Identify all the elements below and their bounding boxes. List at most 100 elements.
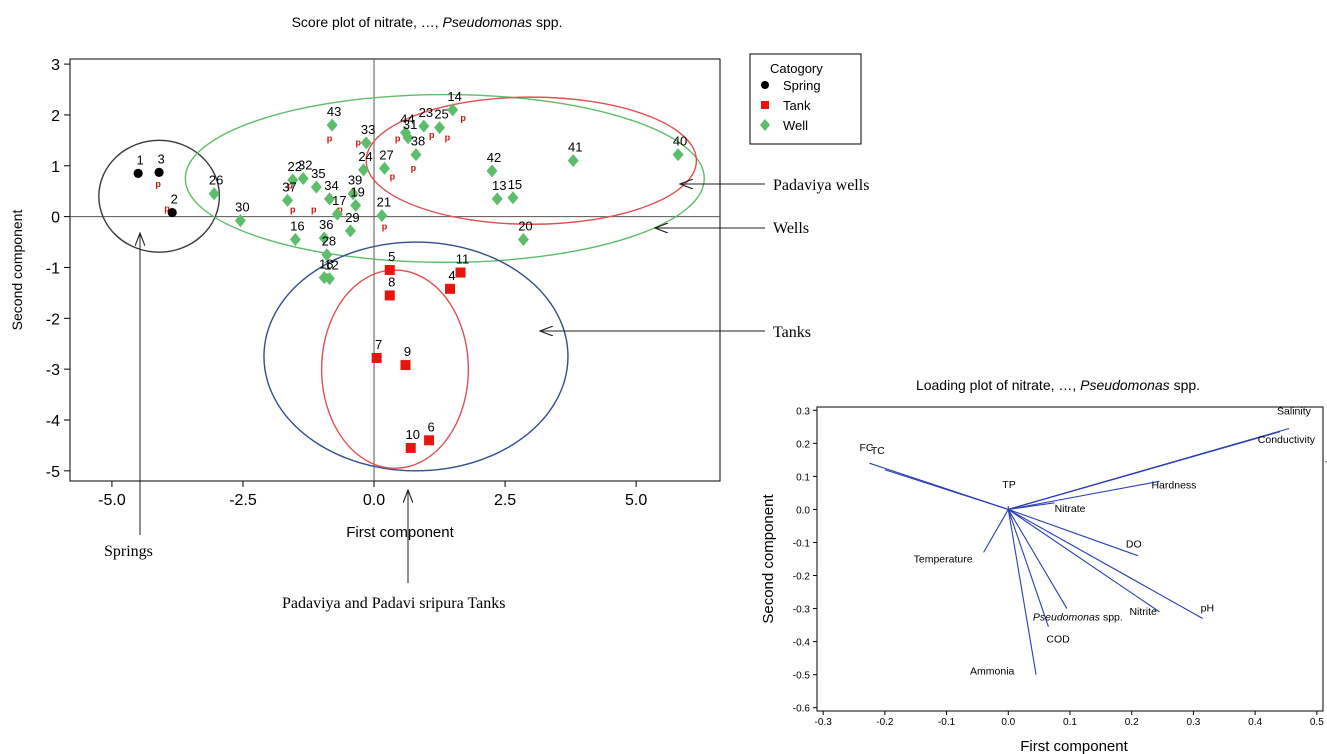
loading-x-tick-label: -0.3 bbox=[815, 717, 833, 728]
score-p-markers: pppppppppppppppp bbox=[155, 113, 466, 281]
point-label: 44 bbox=[400, 112, 414, 127]
well-point bbox=[289, 232, 301, 246]
well-point bbox=[360, 136, 372, 150]
loading-vector-label: Salinity bbox=[1277, 405, 1312, 417]
point-label: 25 bbox=[434, 107, 448, 122]
ellipse-tanks bbox=[263, 241, 569, 472]
score-x-tick-label: -5.0 bbox=[98, 492, 126, 509]
tank-point bbox=[445, 283, 456, 294]
well-point bbox=[344, 224, 356, 238]
score-points bbox=[133, 103, 684, 453]
loading-vector-label: FC bbox=[859, 442, 873, 454]
point-label: 29 bbox=[345, 210, 359, 225]
point-label: 40 bbox=[673, 134, 687, 149]
legend-marker-well bbox=[760, 119, 770, 131]
spring-point bbox=[133, 168, 143, 178]
score-annotations: Springs Padaviya and Padavi sripura Tank… bbox=[104, 177, 869, 612]
loading-vector bbox=[1007, 509, 1049, 627]
legend-marker-spring bbox=[761, 81, 769, 89]
well-point bbox=[567, 154, 579, 168]
well-point bbox=[234, 214, 246, 228]
legend-label: Spring bbox=[783, 78, 821, 93]
point-label: 22 bbox=[288, 159, 302, 174]
score-x-tick-label: 2.5 bbox=[494, 492, 516, 509]
loading-vector-label: TC bbox=[871, 445, 885, 457]
tank-point bbox=[455, 267, 466, 278]
loading-y-tick-label: -0.1 bbox=[793, 538, 811, 549]
legend-box bbox=[749, 53, 862, 145]
score-p-marker: p bbox=[327, 133, 333, 143]
tank-point bbox=[424, 435, 435, 446]
loading-vector-label: Temperature bbox=[914, 553, 973, 565]
well-point bbox=[321, 248, 333, 262]
well-point bbox=[418, 119, 430, 133]
spring-point bbox=[154, 167, 164, 177]
well-point bbox=[447, 103, 459, 117]
loading-x-tick-label: 0.2 bbox=[1125, 717, 1139, 728]
point-label: 5 bbox=[388, 249, 395, 264]
well-point bbox=[282, 193, 294, 207]
tank-point bbox=[384, 290, 395, 301]
loading-vectors bbox=[869, 427, 1290, 675]
ellipse-padaviya-and-padavi-sripura-tanks bbox=[320, 269, 470, 469]
well-point bbox=[310, 180, 322, 194]
tank-point bbox=[371, 352, 382, 363]
loading-plot-title: Loading plot of nitrate, …, Pseudomonas … bbox=[916, 377, 1200, 393]
loading-x-tick-label: 0.4 bbox=[1248, 717, 1262, 728]
score-y-tick-label: -3 bbox=[46, 362, 60, 379]
point-label: 4 bbox=[448, 268, 455, 283]
loading-vector bbox=[1007, 508, 1160, 613]
score-p-marker: p bbox=[411, 163, 417, 173]
loading-vector bbox=[1008, 502, 1055, 510]
score-p-marker: p bbox=[290, 205, 296, 215]
loading-plot-frame bbox=[816, 406, 1324, 712]
loading-vector bbox=[1007, 509, 1037, 675]
well-point bbox=[517, 232, 529, 246]
loading-y-tick-label: 0.0 bbox=[796, 505, 810, 516]
loading-y-tick-label: -0.3 bbox=[793, 605, 811, 616]
loading-vector-label: TDS bbox=[1325, 459, 1327, 471]
loading-y-ticks: 0.3 0.2 0.1 0.0 -0.1 -0.2 -0.3 -0.4 -0.5 -0.6 bbox=[793, 406, 817, 715]
tank-point bbox=[400, 360, 411, 371]
loading-x-tick-label: 0.3 bbox=[1186, 717, 1200, 728]
loading-vector bbox=[1008, 437, 1256, 510]
ellipse-wells bbox=[184, 93, 705, 264]
point-label: 38 bbox=[411, 134, 425, 149]
point-label: 37 bbox=[282, 179, 296, 194]
loading-plot: Loading plot of nitrate, …, Pseudomonas … bbox=[760, 377, 1327, 754]
point-label: 6 bbox=[427, 419, 434, 434]
loading-vector-label: DO bbox=[1126, 539, 1142, 551]
loading-vector bbox=[1008, 480, 1160, 510]
loading-y-tick-label: -0.2 bbox=[793, 572, 811, 583]
loading-vector-label: TP bbox=[1002, 479, 1015, 491]
padaviya-tanks-annotation: Padaviya and Padavi sripura Tanks bbox=[282, 595, 505, 612]
well-point bbox=[410, 148, 422, 162]
loading-y-tick-label: -0.6 bbox=[793, 704, 811, 715]
score-legend: Catogory Spring Tank Well bbox=[749, 53, 862, 145]
loading-x-tick-label: 0.0 bbox=[1001, 717, 1015, 728]
score-p-marker: p bbox=[460, 113, 466, 123]
score-y-tick-label: -1 bbox=[46, 260, 60, 277]
loading-vector-label: COD bbox=[1046, 634, 1070, 646]
score-p-marker: p bbox=[395, 133, 401, 143]
well-point bbox=[486, 164, 498, 178]
loading-title-plain: Loading plot of nitrate, …, bbox=[916, 377, 1076, 393]
well-point bbox=[326, 118, 338, 132]
score-y-ticks: 3 2 1 0 -1 -2 -3 -4 -5 bbox=[46, 57, 70, 481]
loading-vector-label: Nitrite bbox=[1129, 606, 1157, 618]
loading-vector bbox=[1008, 508, 1203, 619]
loading-vector bbox=[983, 509, 1009, 553]
score-p-marker: p bbox=[337, 205, 343, 215]
point-label: 43 bbox=[327, 104, 341, 119]
legend-label: Tank bbox=[783, 98, 811, 113]
loading-title-italic: Pseudomonas bbox=[1080, 377, 1170, 393]
well-point bbox=[376, 209, 388, 223]
score-p-marker: p bbox=[287, 181, 293, 191]
point-label: 39 bbox=[348, 173, 362, 188]
score-y-axis-label: Second component bbox=[9, 210, 25, 331]
score-p-marker: p bbox=[164, 204, 170, 214]
well-point bbox=[434, 121, 446, 135]
score-x-ticks: -5.0 -2.5 0.0 2.5 5.0 bbox=[98, 481, 647, 509]
point-label: 28 bbox=[322, 234, 336, 249]
